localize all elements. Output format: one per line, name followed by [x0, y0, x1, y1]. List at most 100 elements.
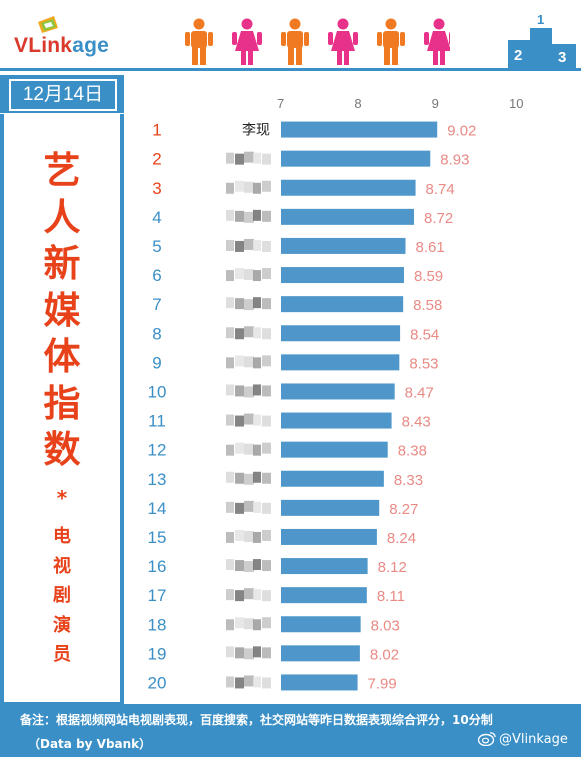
bar-chart: 1 李现 9.02 2 8.93 3 8.74 4 8.72 5 8.61 6 8.59 7 8.58 8 8.…: [148, 121, 477, 693]
bar: [281, 470, 384, 487]
logo-part1: VLink: [14, 34, 73, 57]
subtitle-char: 员: [53, 644, 71, 665]
bar: [281, 499, 380, 516]
redacted-name: [226, 413, 271, 427]
title-char: 媒: [43, 288, 81, 332]
title-char: 新: [43, 242, 81, 285]
rank-label: 9: [152, 353, 161, 372]
rank-label: 11: [148, 412, 166, 431]
redacted-name: [226, 442, 271, 456]
x-tick-label: 8: [354, 96, 362, 111]
subtitle: 电视剧演员: [4, 522, 120, 670]
side-inner: 艺人新媒体指数 * 电视剧演员: [4, 114, 120, 702]
value-label: 8.47: [405, 384, 434, 401]
bar: [281, 179, 416, 196]
bar: [281, 208, 415, 225]
bar: [281, 587, 367, 604]
rank-label: 13: [148, 470, 167, 489]
rank-label: 17: [148, 586, 167, 605]
bar: [281, 296, 404, 313]
rank-label: 18: [148, 615, 167, 634]
subtitle-char: 视: [53, 555, 71, 577]
male-icon: [281, 18, 309, 65]
footer-note: 备注：根据视频网站电视剧表现，百度搜索，社交网站等昨日数据表现综合评分，10分制: [20, 713, 493, 727]
value-label: 8.03: [371, 617, 400, 634]
logo-part2: age: [72, 34, 109, 57]
subtitle-char: 演: [53, 614, 71, 636]
subtitle-char: 电: [53, 526, 71, 547]
date-label: 12月14日: [9, 79, 117, 111]
rank-label: 10: [148, 382, 167, 401]
female-icon: [424, 18, 450, 65]
rank-label: 3: [152, 179, 161, 198]
value-label: 9.02: [447, 123, 476, 140]
rank-label: 7: [152, 295, 161, 314]
logo-mark-icon: [38, 16, 58, 33]
bar: [281, 412, 392, 429]
date-tag: 12月14日: [0, 75, 124, 113]
x-tick-label: 7: [277, 96, 285, 111]
rank-label: 8: [152, 324, 161, 343]
x-axis-labels: 7 8 9 10: [0, 94, 581, 114]
bar: [281, 674, 358, 691]
bar: [281, 645, 360, 662]
x-tick-label: 10: [509, 96, 524, 111]
weibo-text: @Vlinkage: [499, 732, 568, 747]
title-char: 体: [43, 335, 81, 378]
bar: [281, 558, 368, 575]
rank-label: 6: [152, 266, 161, 285]
rank-label: 12: [148, 441, 167, 460]
redacted-name: [226, 268, 271, 282]
subtitle-char: 剧: [53, 585, 71, 606]
value-label: 7.99: [368, 675, 397, 692]
rank-label: 5: [152, 237, 161, 256]
bar: [281, 441, 388, 458]
value-label: 8.27: [389, 501, 418, 518]
logo: VLinkage: [14, 34, 109, 58]
people-icons: [185, 18, 450, 65]
redacted-name: [226, 559, 271, 573]
value-label: 8.93: [440, 152, 469, 169]
bar: [281, 325, 401, 342]
redacted-name: [226, 588, 271, 602]
title-char: 数: [43, 428, 81, 471]
value-label: 8.61: [416, 239, 445, 256]
male-icon: [377, 18, 405, 65]
rank-label: 4: [152, 208, 161, 227]
value-label: 8.58: [413, 297, 442, 314]
female-icon: [232, 18, 262, 65]
footer: 备注：根据视频网站电视剧表现，百度搜索，社交网站等昨日数据表现综合评分，10分制…: [0, 704, 581, 757]
bar: [281, 237, 406, 254]
rank-label: 1: [152, 121, 161, 140]
value-label: 8.74: [426, 181, 455, 198]
title-char: 指: [43, 381, 81, 425]
male-icon: [185, 18, 213, 65]
rank-label: 2: [152, 150, 161, 169]
value-label: 8.43: [402, 414, 431, 431]
weibo-handle: @Vlinkage: [478, 731, 568, 747]
svg-text:2: 2: [514, 47, 522, 64]
main-title: 艺人新媒体指数: [4, 148, 120, 474]
bar: [281, 616, 361, 633]
value-label: 8.72: [424, 210, 453, 227]
value-label: 8.53: [409, 355, 438, 372]
value-label: 8.12: [378, 559, 407, 576]
rank-label: 14: [148, 499, 167, 518]
header-divider: [0, 68, 581, 71]
footer-source: （Data by Vbank）: [28, 737, 152, 751]
redacted-name: [226, 384, 271, 398]
header: VLinkage 2 1 3: [0, 0, 581, 68]
redacted-name: [226, 529, 271, 543]
x-tick-label: 9: [431, 96, 439, 111]
redacted-name: [226, 500, 271, 514]
redacted-name: [226, 151, 271, 165]
redacted-name: [226, 238, 271, 252]
value-label: 8.54: [410, 326, 439, 343]
title-char: 艺: [43, 149, 81, 192]
value-label: 8.59: [414, 268, 443, 285]
title-char: 人: [43, 195, 81, 239]
redacted-name: [226, 646, 271, 660]
title-star: *: [56, 486, 68, 510]
redacted-name: [226, 617, 271, 631]
svg-text:1: 1: [537, 14, 544, 27]
